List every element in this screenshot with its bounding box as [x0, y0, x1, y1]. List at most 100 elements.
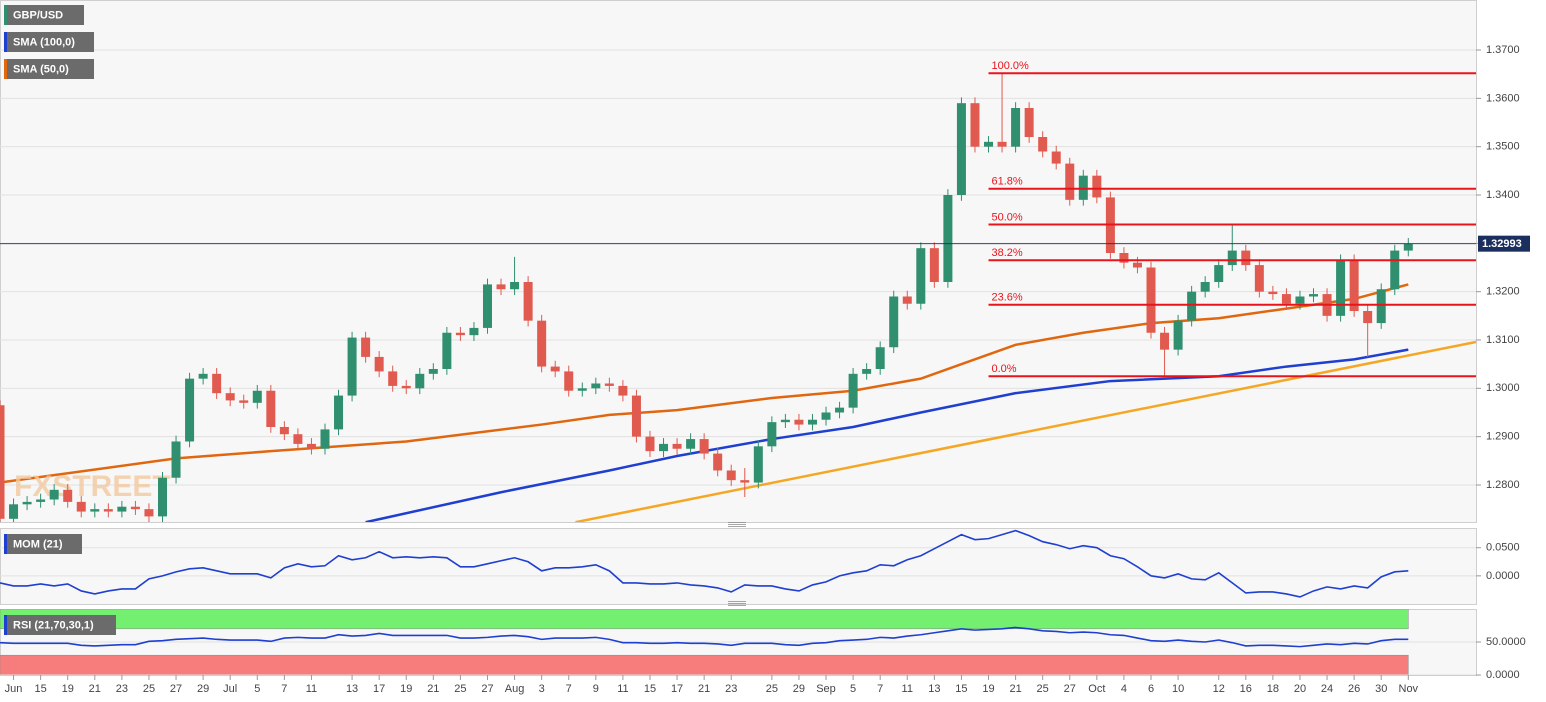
y-tick-label: 1.3100: [1486, 334, 1520, 346]
x-tick-label: 13: [928, 683, 940, 695]
candle-body: [252, 390, 262, 403]
y-tick-label: 1.3600: [1486, 92, 1520, 104]
candle-body: [428, 368, 438, 374]
candle-body: [198, 373, 208, 379]
candle-body: [550, 366, 560, 372]
x-tick-label: 23: [725, 683, 737, 695]
candle-body: [1146, 267, 1156, 333]
x-tick-label: 11: [306, 683, 317, 695]
candle-body: [1214, 265, 1224, 282]
candle-body: [144, 509, 154, 517]
candle-body: [821, 412, 831, 420]
candle-body: [1268, 291, 1278, 295]
x-tick-label: 19: [62, 683, 74, 695]
x-tick-label: 30: [1375, 683, 1387, 695]
legend-label: RSI (21,70,30,1): [13, 619, 94, 631]
candle-body: [103, 509, 113, 512]
x-tick-label: 18: [1267, 683, 1279, 695]
legend-label: SMA (100,0): [13, 36, 75, 48]
candle-body: [916, 248, 926, 304]
candle-body: [306, 443, 316, 449]
candle-body: [76, 501, 86, 512]
candle-body: [279, 426, 289, 435]
x-tick-label: 5: [850, 683, 856, 695]
x-tick-label: Jun: [5, 683, 23, 695]
candle-body: [1051, 151, 1061, 164]
candle-body: [699, 439, 709, 454]
candle-body: [374, 356, 384, 372]
candle-body: [1038, 137, 1048, 152]
legend-label: MOM (21): [13, 538, 63, 550]
x-tick-label: 17: [373, 683, 385, 695]
candle-body: [943, 195, 953, 282]
candle-body: [469, 327, 479, 336]
candle-body: [1092, 175, 1102, 198]
x-tick-label: 5: [254, 683, 260, 695]
candle-body: [1363, 310, 1373, 324]
x-tick-label: 29: [793, 683, 805, 695]
watermark: FXSTREET: [14, 470, 171, 503]
candle-body: [1200, 281, 1210, 292]
fib-label: 0.0%: [992, 363, 1017, 375]
y-tick-label: 1.3200: [1486, 286, 1520, 298]
sma-line: [365, 348, 1409, 522]
candle-body: [1241, 250, 1251, 266]
candle-body: [997, 141, 1007, 147]
x-tick-label: 11: [617, 683, 628, 695]
candle-body: [1227, 250, 1237, 266]
x-tick-label: 29: [197, 683, 209, 695]
candle-body: [334, 395, 344, 430]
fib-label: 38.2%: [992, 247, 1023, 259]
candle-body: [510, 281, 520, 290]
candle-body: [1403, 243, 1413, 251]
x-tick-label: 7: [877, 683, 883, 695]
x-tick-label: 4: [1121, 683, 1127, 695]
candle-body: [970, 103, 980, 147]
x-tick-label: 9: [593, 683, 599, 695]
candle-body: [835, 407, 845, 413]
candle-body: [9, 504, 19, 519]
candle-body: [875, 347, 885, 369]
x-tick-label: 13: [346, 683, 358, 695]
indicator-line: [0, 626, 1409, 648]
x-tick-label: Oct: [1088, 683, 1105, 695]
candle-body: [442, 332, 452, 369]
x-tick-label: 19: [400, 683, 412, 695]
panel: [0, 529, 1476, 598]
candle-body: [794, 419, 804, 425]
candle-body: [225, 393, 235, 401]
candle-body: [1390, 250, 1400, 290]
x-tick-label: 16: [1240, 683, 1252, 695]
x-tick-label: Aug: [505, 683, 525, 695]
candle-body: [320, 429, 330, 449]
candle-body: [266, 390, 276, 427]
y-tick-label: 1.2900: [1486, 431, 1520, 443]
candle-body: [1254, 265, 1264, 292]
x-tick-label: 7: [281, 683, 287, 695]
x-tick-label: 21: [698, 683, 710, 695]
x-tick-label: 15: [955, 683, 967, 695]
candle-body: [1187, 291, 1197, 321]
x-tick-label: 7: [566, 683, 572, 695]
y-tick-label: 1.2800: [1486, 479, 1520, 491]
x-tick-label: 15: [644, 683, 656, 695]
x-tick-label: 10: [1172, 683, 1184, 695]
band: [0, 654, 1409, 675]
candle-body: [1119, 253, 1129, 263]
fib-label: 100.0%: [992, 60, 1030, 72]
candle-body: [862, 368, 872, 374]
candle-body: [1065, 163, 1075, 200]
x-tick-label: 24: [1321, 683, 1333, 695]
candle-body: [1024, 108, 1034, 138]
candle-body: [185, 378, 195, 442]
legend-box: [4, 32, 94, 52]
x-tick-label: 21: [427, 683, 439, 695]
legend-label: GBP/USD: [13, 9, 63, 21]
candle-body: [1281, 294, 1291, 304]
candle-body: [1309, 294, 1319, 297]
candle-body: [767, 422, 777, 447]
last-price-box: [1478, 235, 1530, 252]
candle-body: [212, 373, 222, 394]
legend-swatch: [4, 32, 7, 52]
candle-body: [591, 383, 601, 389]
